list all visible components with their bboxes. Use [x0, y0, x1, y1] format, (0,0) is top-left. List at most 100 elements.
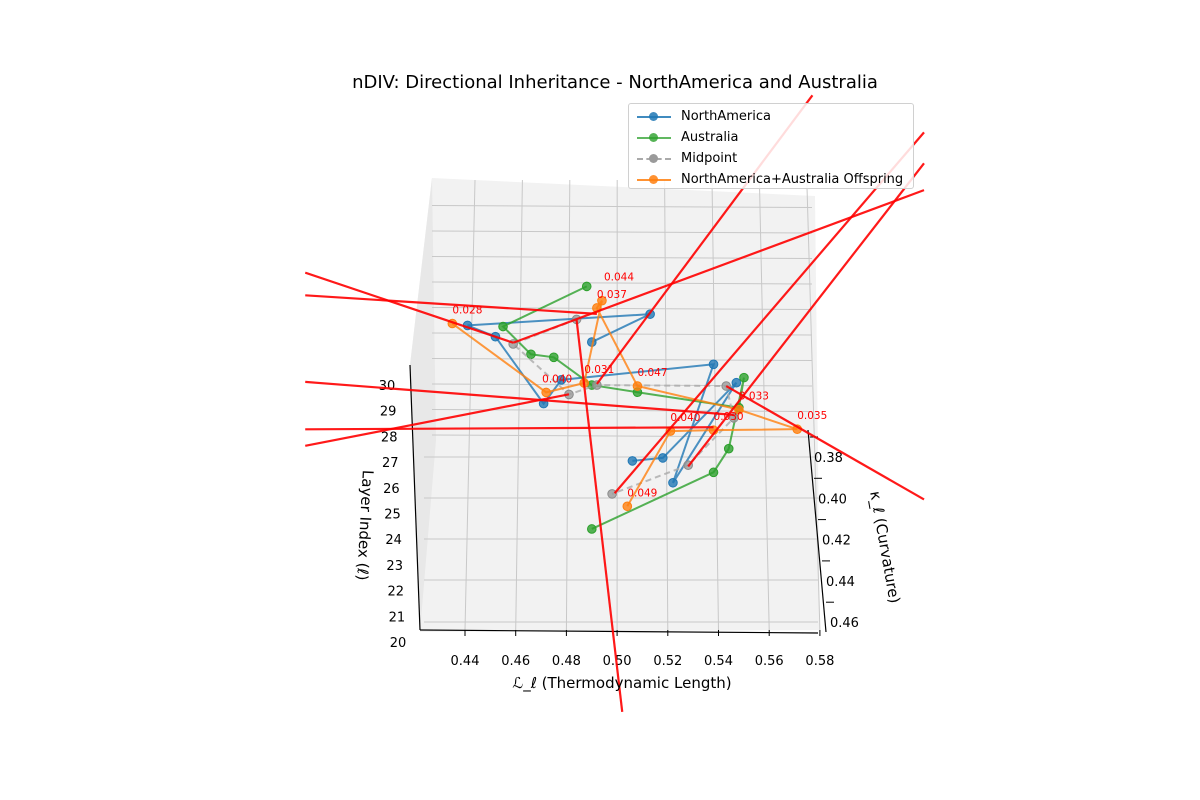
z-tick-label: 29 [380, 405, 397, 420]
distance-annotation: 0.028 [452, 305, 482, 317]
grid-line-x [758, 179, 770, 631]
legend-swatch-orange [637, 174, 671, 186]
legend-label: NorthAmerica [681, 109, 771, 124]
y-tick-label: 0.38 [814, 451, 843, 466]
grid-lines [424, 179, 821, 631]
data-point [541, 387, 551, 398]
z-axis-label: Layer Index (ℓ) [353, 470, 377, 581]
distance-annotation: 0.040 [670, 412, 700, 424]
grid-line-x [565, 179, 571, 631]
z-tick-label: 21 [389, 610, 406, 625]
direction-line [305, 380, 734, 416]
grid-line-layer [431, 230, 813, 234]
data-point [498, 321, 508, 332]
data-point [739, 372, 749, 383]
data-point [723, 443, 734, 454]
data-point [668, 477, 678, 488]
grid-line-layer [431, 281, 813, 285]
legend-label: NorthAmerica+Australia Offspring [681, 172, 904, 187]
direction-line [725, 385, 925, 501]
direction-line [575, 319, 624, 712]
data-point [587, 524, 597, 534]
side-pane [410, 178, 436, 632]
distance-annotation: 0.030 [714, 411, 744, 423]
x-tick-label: 0.54 [704, 654, 733, 669]
y-tick-label: 0.44 [826, 575, 855, 590]
chart-title: nDIV: Directional Inheritance - NorthAme… [352, 72, 878, 93]
data-point [627, 456, 638, 466]
x-tick-label: 0.46 [501, 654, 530, 669]
distance-annotation: 0.033 [739, 391, 769, 403]
x-tick-label: 0.48 [552, 654, 581, 669]
z-axis-line [409, 364, 421, 631]
z-tick-label: 30 [379, 379, 396, 394]
legend-swatch-green [637, 132, 671, 144]
z-tick-label: 20 [390, 636, 407, 651]
grid-line-x [664, 179, 669, 631]
data-point [526, 349, 536, 360]
direction-line [305, 393, 570, 447]
legend-label: Midpoint [681, 151, 738, 166]
z-tick-label: 26 [383, 482, 400, 497]
grid-line-x [464, 179, 476, 631]
y-tick-label: 0.46 [830, 616, 859, 631]
x-tick-label: 0.44 [451, 654, 480, 669]
data-point [581, 281, 592, 292]
data-point [708, 467, 719, 478]
legend-item-offspring: NorthAmerica+Australia Offspring [629, 169, 913, 190]
direction-lines [305, 94, 925, 712]
x-tick-label: 0.56 [755, 654, 784, 669]
z-tick-label: 28 [381, 430, 398, 445]
direction-line [613, 131, 925, 494]
x-tick-label: 0.58 [805, 654, 834, 669]
z-tick-label: 22 [388, 585, 405, 600]
direction-line [305, 294, 597, 315]
legend-label: Australia [681, 130, 739, 145]
data-point [622, 501, 633, 512]
data-point [597, 295, 607, 306]
series-australia [498, 281, 749, 534]
direction-line [512, 189, 925, 344]
grid-line-layer [431, 434, 813, 438]
axis-lines [409, 364, 827, 634]
distance-annotation: 0.049 [627, 487, 657, 499]
distance-annotation: 0.047 [637, 367, 667, 379]
y-axis-label: κ_ℓ (Curvature) [865, 490, 903, 605]
data-point [632, 381, 643, 391]
data-point [607, 489, 617, 499]
x-tick-label: 0.52 [653, 654, 682, 669]
data-point [708, 359, 719, 370]
series-line [511, 318, 735, 495]
grid-line-layer [431, 256, 813, 259]
legend-item-midpoint: Midpoint [629, 148, 913, 169]
legend-swatch-gray [637, 153, 671, 165]
legend: NorthAmerica Australia Midpoint NorthAme… [628, 103, 914, 189]
grid-line-x [806, 179, 821, 631]
z-tick-label: 23 [386, 559, 403, 574]
distance-annotation: 0.035 [797, 410, 827, 422]
annotations: 0.028 0.040 0.031 0.044 0.037 0.047 0.033 0.035… [452, 272, 827, 500]
z-tick-label: 27 [382, 456, 399, 471]
y-tick-label: 0.42 [822, 534, 851, 549]
data-point [556, 375, 567, 385]
direction-line [305, 426, 714, 431]
distance-annotation: 0.037 [597, 289, 627, 301]
series-group [447, 281, 803, 534]
y-axis-line [807, 429, 827, 633]
distance-annotation: 0.044 [604, 272, 634, 284]
data-point [734, 404, 744, 415]
z-tick-label: 24 [385, 533, 402, 548]
legend-item-northamerica: NorthAmerica [629, 106, 913, 127]
direction-line [687, 162, 925, 468]
grid-line-layer [431, 409, 813, 412]
x-axis-line [419, 629, 819, 634]
legend-item-australia: Australia [629, 127, 913, 148]
data-point [548, 352, 559, 363]
grid-line-layer [431, 205, 813, 208]
data-point [658, 453, 668, 463]
data-point [592, 380, 602, 390]
grid-line-layer [431, 358, 813, 361]
data-point [731, 377, 742, 388]
legend-swatch-blue [637, 111, 671, 123]
